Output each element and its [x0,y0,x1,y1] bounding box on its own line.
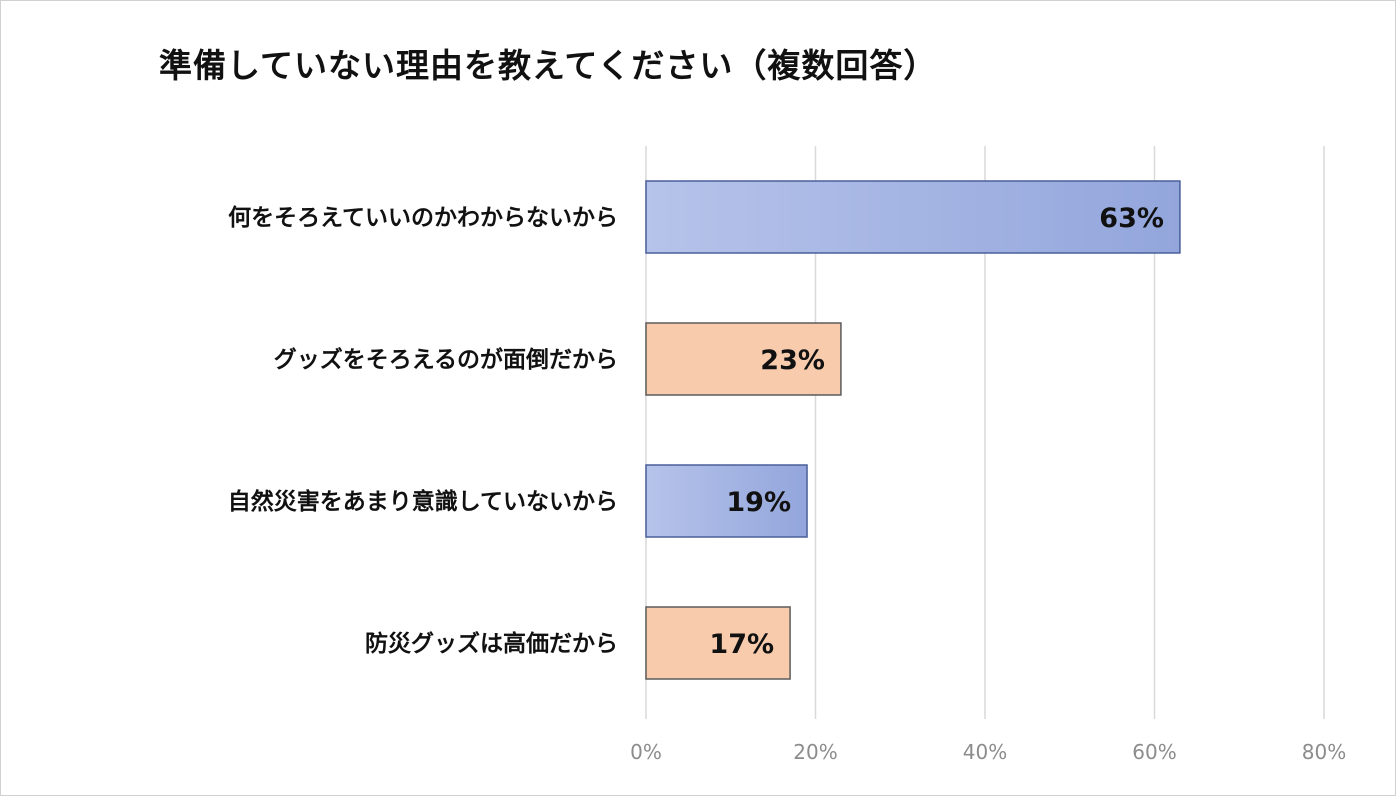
x-tick-label: 80% [1302,740,1346,764]
bar-data-label: 17% [709,629,774,660]
bar-data-label: 23% [760,345,825,376]
x-tick-label: 60% [1132,740,1176,764]
bar-data-label: 63% [1099,203,1164,234]
category-label: 自然災害をあまり意識していないから [228,488,618,515]
bar-data-label: 19% [726,487,791,518]
x-tick-label: 40% [963,740,1007,764]
labels: 0% 20% 40% 60% 80% 63% 何をそろえていいのかわからないから 23% グッズ… [228,203,1347,764]
category-label: グッズをそろえるのが面倒だから [274,346,618,373]
bar [645,180,1181,254]
category-label: 防災グッズは高価だから [365,630,618,657]
bar [645,606,791,680]
chart-title: 準備していない理由を教えてください（複数回答） [159,46,938,85]
x-tick-label: 20% [793,740,837,764]
bars [645,180,1181,680]
bar [645,464,808,538]
x-tick-label: 0% [630,740,662,764]
category-label: 何をそろえていいのかわからないから [228,205,618,231]
bar [645,322,842,396]
